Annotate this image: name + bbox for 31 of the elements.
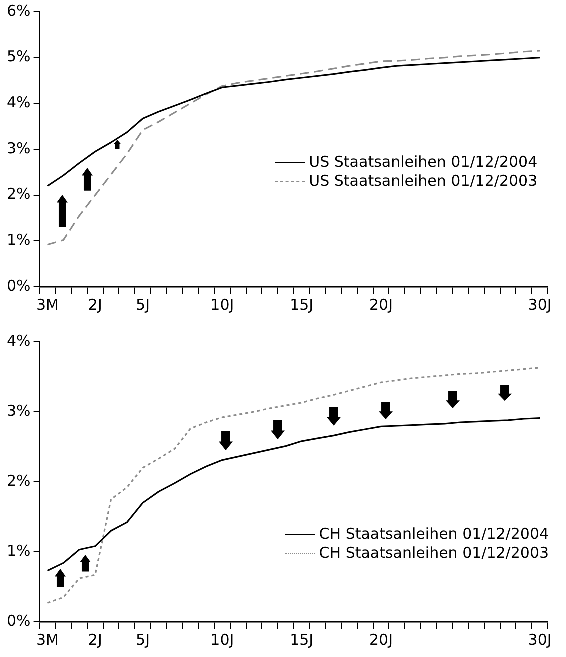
x-tick-label: 30J xyxy=(528,296,552,314)
line-series xyxy=(46,50,541,246)
y-tick-label: 6% xyxy=(7,2,31,20)
y-tick-label: 3% xyxy=(7,139,31,158)
x-tick-label: 15J xyxy=(290,630,314,649)
x-tick-label: 20J xyxy=(369,296,394,314)
y-tick-label: 5% xyxy=(7,48,31,66)
x-tick-label: 5J xyxy=(136,630,150,649)
x-tick-label: 5J xyxy=(136,296,150,314)
y-tick-label: 0% xyxy=(7,276,31,295)
y-tick-label: 1% xyxy=(7,542,31,560)
x-tick-label: 10J xyxy=(210,630,234,649)
y-tick-label: 2% xyxy=(7,472,31,490)
x-tick-label: 2J xyxy=(88,630,102,649)
x-tick-label: 30J xyxy=(528,630,552,649)
y-tick-label: 4% xyxy=(7,94,31,112)
x-tick-label: 3M xyxy=(36,630,59,649)
x-tick-label: 10J xyxy=(210,296,234,314)
legend-label: US Staatsanleihen 01/12/2003 xyxy=(309,172,538,190)
y-tick-label: 4% xyxy=(7,332,31,350)
y-tick-label: 2% xyxy=(7,185,31,204)
x-tick-label: 3M xyxy=(36,296,59,314)
y-tick-label: 1% xyxy=(7,231,31,250)
x-tick-label: 20J xyxy=(369,630,394,649)
x-tick-label: 2J xyxy=(88,296,102,314)
y-tick-label: 3% xyxy=(7,402,31,420)
legend-label: CH Staatsanleihen 01/12/2004 xyxy=(319,524,550,544)
x-tick-label: 15J xyxy=(290,296,314,314)
legend-label: CH Staatsanleihen 01/12/2003 xyxy=(319,544,550,563)
legend-label: US Staatsanleihen 01/12/2004 xyxy=(309,152,538,172)
y-tick-label: 0% xyxy=(7,612,31,630)
